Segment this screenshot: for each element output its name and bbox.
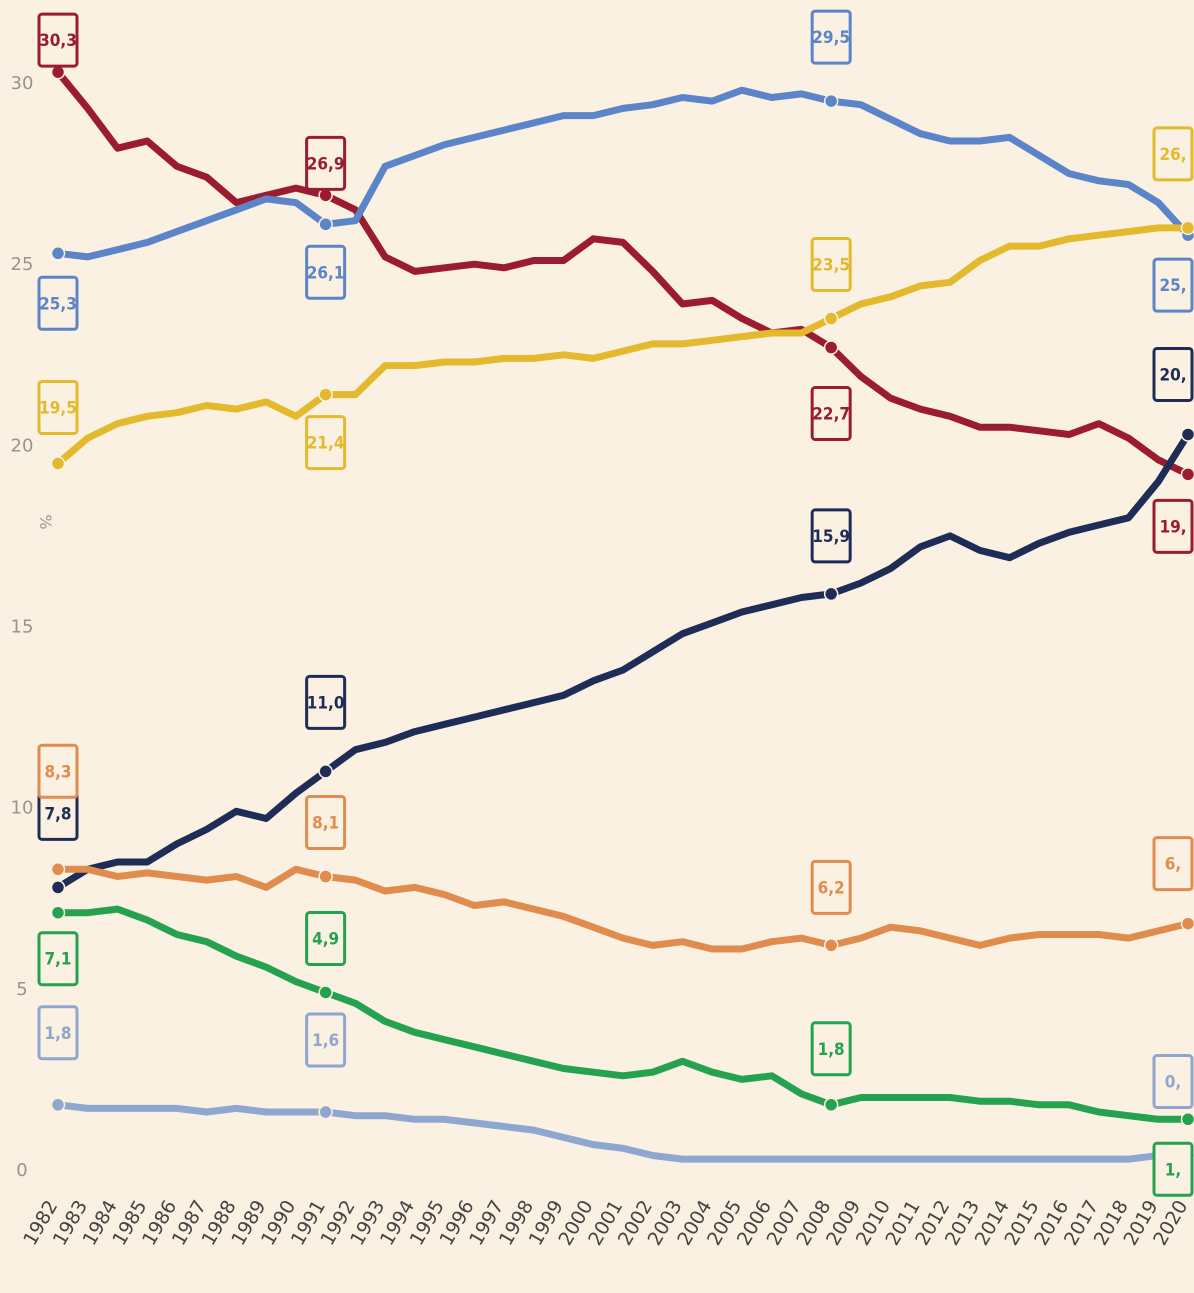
data-label: 1,6	[307, 1014, 345, 1066]
data-label: 0,	[1154, 1056, 1192, 1108]
data-label-text: 30,3	[39, 31, 77, 51]
data-point	[319, 1106, 332, 1119]
data-label: 15,9	[812, 510, 850, 562]
data-label-text: 26,9	[307, 154, 345, 174]
y-tick-label: 15	[11, 617, 34, 638]
data-label: 4,9	[307, 912, 345, 964]
data-label: 6,	[1154, 838, 1192, 890]
data-point	[825, 341, 838, 354]
data-label-text: 4,9	[312, 929, 339, 949]
series-lines	[58, 72, 1188, 1159]
y-tick-label: 0	[16, 1160, 27, 1181]
data-label-text: 25,3	[39, 294, 77, 314]
y-tick-label: 25	[11, 254, 34, 275]
data-point	[1182, 221, 1194, 234]
data-label-text: 23,5	[812, 256, 850, 276]
data-label-text: 7,8	[44, 804, 71, 824]
series-line-1	[58, 90, 1188, 257]
data-point	[319, 765, 332, 778]
data-label: 1,8	[39, 1007, 77, 1059]
data-label-text: 20,	[1159, 365, 1186, 385]
data-point	[825, 95, 838, 108]
data-label-text: 26,	[1159, 145, 1186, 165]
x-axis: 1982198319841985198619871988198919901991…	[19, 1197, 1192, 1250]
series-line-6	[58, 1105, 1188, 1159]
data-label-text: 6,	[1165, 855, 1181, 875]
data-point	[52, 881, 65, 894]
data-label-text: 29,5	[812, 28, 850, 48]
data-label-text: 1,8	[44, 1024, 71, 1044]
data-point	[319, 986, 332, 999]
data-point	[825, 312, 838, 325]
data-label-text: 26,1	[307, 263, 345, 283]
data-point	[825, 587, 838, 600]
data-label-text: 11,0	[307, 693, 345, 713]
data-label-text: 21,4	[307, 434, 345, 454]
data-label-text: 22,7	[812, 405, 850, 425]
data-label-text: 8,1	[312, 814, 339, 834]
data-label: 8,1	[307, 797, 345, 849]
data-label: 6,2	[812, 861, 850, 913]
data-label: 8,3	[39, 745, 77, 797]
y-axis-label: %	[36, 514, 55, 529]
y-tick-label: 30	[11, 73, 34, 94]
data-label: 19,5	[39, 381, 77, 433]
series-line-0	[58, 72, 1188, 474]
data-label-text: 0,	[1165, 1073, 1181, 1093]
data-label: 20,	[1154, 348, 1192, 400]
data-point	[319, 870, 332, 883]
data-label-text: 15,9	[812, 527, 850, 547]
data-label: 11,0	[307, 676, 345, 728]
data-label: 26,	[1154, 128, 1192, 180]
data-point	[1182, 428, 1194, 441]
series-line-4	[58, 869, 1188, 949]
data-point	[1182, 1113, 1194, 1126]
data-label-text: 25,	[1159, 276, 1186, 296]
data-point	[825, 939, 838, 952]
data-label: 25,	[1154, 259, 1192, 311]
data-point	[52, 906, 65, 919]
data-label: 7,1	[39, 933, 77, 985]
data-point	[52, 1098, 65, 1111]
data-label-text: 8,3	[44, 762, 71, 782]
data-label-text: 6,2	[818, 878, 845, 898]
data-label-text: 7,1	[44, 950, 71, 970]
data-label-text: 1,6	[312, 1031, 339, 1051]
data-point	[1182, 917, 1194, 930]
y-tick-label: 10	[11, 798, 34, 819]
data-point	[52, 863, 65, 876]
y-tick-label: 20	[11, 435, 34, 456]
y-tick-label: 5	[16, 979, 27, 1000]
data-label: 25,3	[39, 277, 77, 329]
data-point	[825, 1098, 838, 1111]
data-point	[52, 457, 65, 470]
data-label: 26,1	[307, 246, 345, 298]
data-point	[1182, 468, 1194, 481]
data-label: 19,	[1154, 500, 1192, 552]
data-point	[319, 218, 332, 231]
data-label: 23,5	[812, 239, 850, 291]
data-label-text: 19,5	[39, 398, 77, 418]
data-label: 29,5	[812, 11, 850, 63]
data-label-text: 1,8	[818, 1040, 845, 1060]
data-label-text: 19,	[1159, 517, 1186, 537]
data-label: 1,	[1154, 1143, 1192, 1195]
series-markers	[52, 66, 1194, 1162]
data-label: 21,4	[307, 417, 345, 469]
data-label: 30,3	[39, 14, 77, 66]
data-point	[52, 247, 65, 260]
data-label-text: 1,	[1165, 1160, 1181, 1180]
data-labels: 30,3 26,9 22,7 19, 25,3 26,1 29,5 25, 19,5 21,4 23…	[39, 11, 1192, 1195]
data-label: 1,8	[812, 1023, 850, 1075]
data-label: 26,9	[307, 137, 345, 189]
data-label: 22,7	[812, 388, 850, 440]
data-point	[319, 388, 332, 401]
series-line-3	[58, 435, 1188, 888]
